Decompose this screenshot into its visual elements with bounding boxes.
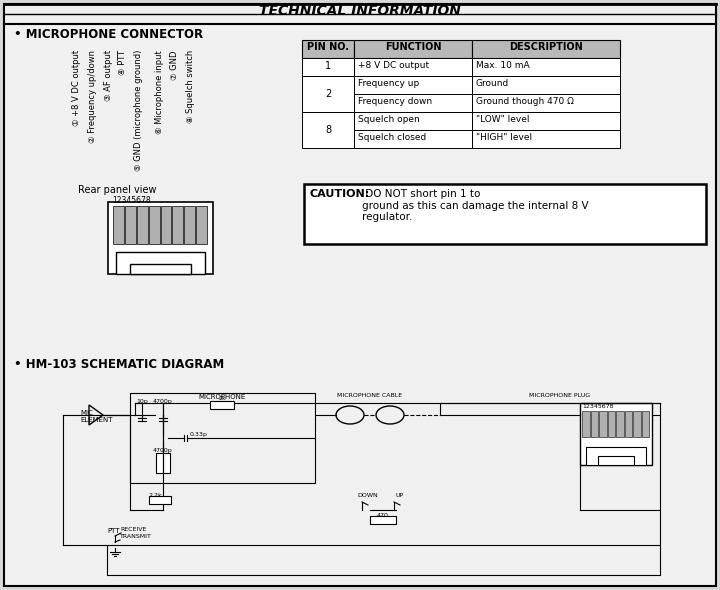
Bar (184, 206, 195, 244)
Text: RECEIVE: RECEIVE (120, 527, 146, 532)
Text: ① +8 V DC output: ① +8 V DC output (72, 50, 81, 126)
Text: 1: 1 (325, 61, 331, 71)
Text: ④ PTT: ④ PTT (118, 50, 127, 75)
Text: ⑧ Squelch switch: ⑧ Squelch switch (186, 50, 195, 123)
Text: ⑥ Microphone input: ⑥ Microphone input (155, 50, 164, 134)
Bar (472, 40, 620, 58)
Text: Squelch closed: Squelch closed (358, 133, 426, 142)
Bar (148, 206, 160, 244)
Bar (302, 112, 354, 148)
Bar (608, 411, 615, 437)
Bar (108, 202, 213, 274)
Bar (354, 40, 472, 58)
Bar (370, 516, 396, 524)
Bar (472, 112, 620, 130)
Bar (304, 184, 706, 244)
Bar (354, 94, 472, 112)
Bar (130, 393, 315, 483)
Text: Frequency up: Frequency up (358, 79, 419, 88)
Bar (161, 206, 171, 244)
Text: PIN NO.: PIN NO. (307, 42, 349, 52)
Bar (196, 206, 207, 244)
Text: FUNCTION: FUNCTION (384, 42, 441, 52)
Bar (582, 411, 590, 437)
Text: TECHNICAL INFORMATION: TECHNICAL INFORMATION (259, 4, 461, 18)
Text: MICROPHONE PLUG: MICROPHONE PLUG (529, 393, 590, 398)
Bar (590, 411, 598, 437)
Bar (137, 206, 148, 244)
Text: DO NOT short pin 1 to
ground as this can damage the internal 8 V
regulator.: DO NOT short pin 1 to ground as this can… (362, 189, 589, 222)
Text: CAUTION:: CAUTION: (310, 189, 370, 199)
Text: 12345678: 12345678 (112, 196, 150, 205)
Text: 470: 470 (377, 513, 389, 518)
Text: ⑦ GND: ⑦ GND (170, 50, 179, 80)
Text: 2k: 2k (218, 396, 226, 401)
Text: +8 V DC output: +8 V DC output (358, 61, 429, 70)
Text: "HIGH" level: "HIGH" level (476, 133, 532, 142)
Bar (354, 112, 472, 130)
Bar (472, 58, 620, 76)
Text: Ground though 470 Ω: Ground though 470 Ω (476, 97, 574, 106)
Bar (633, 411, 641, 437)
Bar (599, 411, 606, 437)
Text: Frequency down: Frequency down (358, 97, 432, 106)
Text: 4700p: 4700p (153, 399, 173, 404)
Text: Max. 10 mA: Max. 10 mA (476, 61, 530, 70)
Text: 8: 8 (325, 125, 331, 135)
Text: 10p: 10p (136, 399, 148, 404)
Bar (580, 403, 652, 465)
Bar (172, 206, 184, 244)
Text: DOWN: DOWN (358, 493, 379, 498)
Text: • MICROPHONE CONNECTOR: • MICROPHONE CONNECTOR (14, 28, 203, 41)
Bar (302, 76, 354, 112)
Text: ⑤ GND (microphone ground): ⑤ GND (microphone ground) (134, 50, 143, 171)
Text: DESCRIPTION: DESCRIPTION (509, 42, 583, 52)
Bar (354, 130, 472, 148)
Text: 2.2k: 2.2k (148, 493, 162, 498)
Bar (210, 401, 234, 409)
Bar (472, 76, 620, 94)
Bar (472, 130, 620, 148)
Text: ③ AF output: ③ AF output (104, 50, 113, 101)
Bar (149, 496, 171, 504)
Bar (113, 206, 124, 244)
Bar (616, 411, 624, 437)
Bar (302, 40, 354, 58)
Text: ② Frequency up/down: ② Frequency up/down (88, 50, 97, 143)
Text: Ground: Ground (476, 79, 509, 88)
Bar (586, 447, 646, 465)
Text: TRANSMIT: TRANSMIT (120, 534, 152, 539)
Text: UP: UP (396, 493, 404, 498)
Text: 4700p: 4700p (153, 448, 173, 453)
Text: MIC
ELEMENT: MIC ELEMENT (80, 410, 112, 423)
Bar (354, 58, 472, 76)
Bar (598, 456, 634, 465)
Text: Squelch open: Squelch open (358, 115, 420, 124)
Text: MICROPHONE CABLE: MICROPHONE CABLE (338, 393, 402, 398)
Bar (116, 252, 205, 274)
Bar (130, 264, 191, 274)
Text: 2: 2 (325, 89, 331, 99)
Text: 12345678: 12345678 (582, 404, 613, 409)
Bar (302, 58, 354, 76)
Bar (642, 411, 649, 437)
Text: "LOW" level: "LOW" level (476, 115, 529, 124)
Bar (472, 94, 620, 112)
Bar (156, 453, 170, 473)
Bar (354, 76, 472, 94)
Text: MICROPHONE: MICROPHONE (199, 394, 246, 400)
Text: • HM-103 SCHEMATIC DIAGRAM: • HM-103 SCHEMATIC DIAGRAM (14, 358, 224, 371)
Text: 0.33p: 0.33p (190, 432, 208, 437)
Text: Rear panel view: Rear panel view (78, 185, 156, 195)
Bar (624, 411, 632, 437)
Bar (125, 206, 136, 244)
Text: PTT: PTT (107, 528, 120, 534)
